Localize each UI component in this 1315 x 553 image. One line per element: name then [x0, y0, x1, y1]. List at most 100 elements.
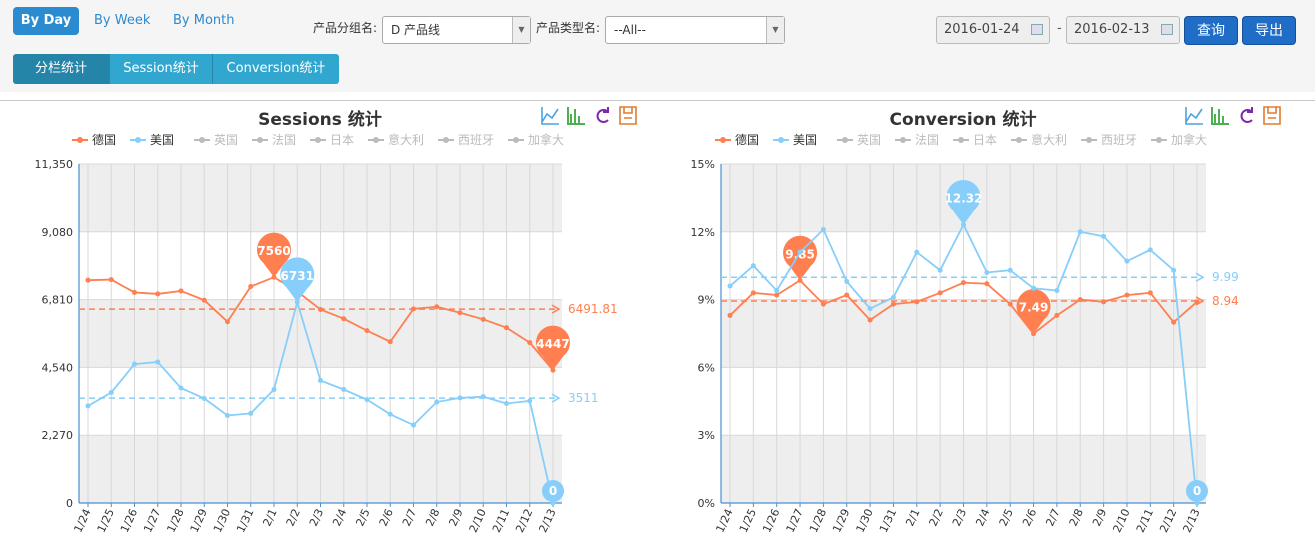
data-point[interactable] [727, 283, 733, 289]
query-button[interactable]: 查询 [1184, 16, 1238, 45]
tab-conversion-stats[interactable]: Conversion统计 [213, 54, 339, 84]
data-point[interactable] [1171, 319, 1177, 325]
data-point[interactable] [774, 292, 780, 298]
data-point[interactable] [750, 263, 756, 269]
product-group-select[interactable]: D 产品线 ▼ [382, 16, 531, 44]
data-point[interactable] [1101, 299, 1107, 305]
tab-split-stats[interactable]: 分栏统计 [13, 54, 110, 84]
tab-session-stats[interactable]: Session统计 [110, 54, 213, 84]
date-to-input[interactable]: 2016-02-13 [1066, 16, 1180, 44]
data-point[interactable] [914, 299, 920, 305]
data-point[interactable] [341, 316, 347, 322]
chevron-down-icon[interactable]: ▼ [766, 17, 784, 43]
legend-item[interactable]: 德国 [72, 132, 116, 147]
legend-item[interactable]: 美国 [773, 133, 817, 147]
calendar-icon[interactable] [1031, 24, 1043, 35]
data-point[interactable] [1054, 312, 1060, 318]
data-point[interactable] [820, 227, 826, 233]
legend-item[interactable]: 意大利 [368, 132, 424, 147]
data-point[interactable] [271, 387, 277, 393]
save-image-icon[interactable] [619, 106, 637, 125]
data-point[interactable] [914, 249, 920, 255]
data-point[interactable] [750, 290, 756, 296]
data-point[interactable] [1031, 331, 1037, 337]
chevron-down-icon[interactable]: ▼ [512, 17, 530, 43]
legend-item[interactable]: 加拿大 [508, 132, 564, 147]
data-point[interactable] [108, 389, 114, 395]
data-point[interactable] [527, 398, 533, 404]
data-point[interactable] [1031, 285, 1037, 291]
legend-item[interactable]: 美国 [130, 133, 174, 147]
data-point[interactable] [318, 378, 323, 384]
bar-chart-icon[interactable] [567, 107, 585, 125]
data-point[interactable] [1124, 292, 1130, 298]
data-point[interactable] [387, 339, 393, 345]
legend-item[interactable]: 法国 [895, 133, 939, 147]
data-point[interactable] [867, 306, 873, 312]
line-chart-icon[interactable] [1185, 107, 1203, 125]
data-point[interactable] [937, 290, 943, 296]
data-point[interactable] [867, 317, 873, 323]
data-point[interactable] [1101, 233, 1107, 239]
data-point[interactable] [1171, 267, 1177, 273]
data-point[interactable] [504, 401, 509, 407]
data-point[interactable] [201, 297, 207, 303]
product-type-select[interactable]: --All-- ▼ [605, 16, 785, 44]
legend-item[interactable]: 西班牙 [1081, 133, 1137, 147]
data-point[interactable] [411, 422, 416, 428]
by-month-button[interactable]: By Month [173, 13, 235, 28]
data-point[interactable] [1147, 290, 1153, 296]
data-point[interactable] [85, 403, 91, 409]
data-point[interactable] [1007, 267, 1013, 273]
data-point[interactable] [961, 280, 966, 286]
data-point[interactable] [527, 340, 533, 346]
data-point[interactable] [890, 301, 896, 307]
data-point[interactable] [1077, 229, 1083, 235]
data-point[interactable] [890, 294, 896, 300]
data-point[interactable] [434, 399, 440, 405]
legend-item[interactable]: 英国 [194, 133, 238, 147]
refresh-icon[interactable] [596, 107, 609, 123]
data-point[interactable] [774, 288, 780, 294]
by-day-button[interactable]: By Day [13, 7, 79, 35]
data-point[interactable] [155, 291, 161, 297]
legend-item[interactable]: 德国 [715, 132, 759, 147]
legend-item[interactable]: 加拿大 [1151, 132, 1207, 147]
legend-item[interactable]: 英国 [837, 133, 881, 147]
data-point[interactable] [984, 269, 990, 275]
data-point[interactable] [341, 387, 347, 393]
data-point[interactable] [1124, 258, 1130, 264]
data-point[interactable] [504, 325, 509, 331]
data-point[interactable] [225, 412, 230, 418]
data-point[interactable] [937, 267, 943, 273]
data-point[interactable] [984, 281, 990, 287]
legend-item[interactable]: 西班牙 [438, 133, 494, 147]
export-button[interactable]: 导出 [1242, 16, 1296, 45]
data-point[interactable] [178, 288, 184, 294]
save-image-icon[interactable] [1263, 106, 1281, 125]
data-point[interactable] [797, 249, 803, 255]
data-point[interactable] [820, 301, 826, 307]
data-point[interactable] [155, 359, 161, 365]
refresh-icon[interactable] [1240, 107, 1253, 123]
data-point[interactable] [225, 319, 230, 325]
data-point[interactable] [1007, 301, 1013, 307]
data-point[interactable] [844, 292, 850, 298]
legend-item[interactable]: 日本 [310, 133, 354, 147]
legend-item[interactable]: 法国 [252, 133, 296, 147]
legend-item[interactable]: 日本 [953, 133, 997, 147]
data-point[interactable] [248, 410, 254, 416]
line-chart-icon[interactable] [541, 107, 559, 125]
data-point[interactable] [108, 277, 114, 283]
data-point[interactable] [844, 279, 850, 285]
data-point[interactable] [1054, 288, 1060, 294]
data-point[interactable] [364, 397, 370, 403]
legend-item[interactable]: 意大利 [1011, 132, 1067, 147]
data-point[interactable] [727, 312, 733, 318]
data-point[interactable] [797, 277, 803, 283]
date-from-input[interactable]: 2016-01-24 [936, 16, 1050, 44]
data-point[interactable] [132, 289, 137, 295]
data-point[interactable] [434, 304, 440, 310]
data-point[interactable] [480, 316, 486, 322]
data-point[interactable] [364, 328, 370, 334]
